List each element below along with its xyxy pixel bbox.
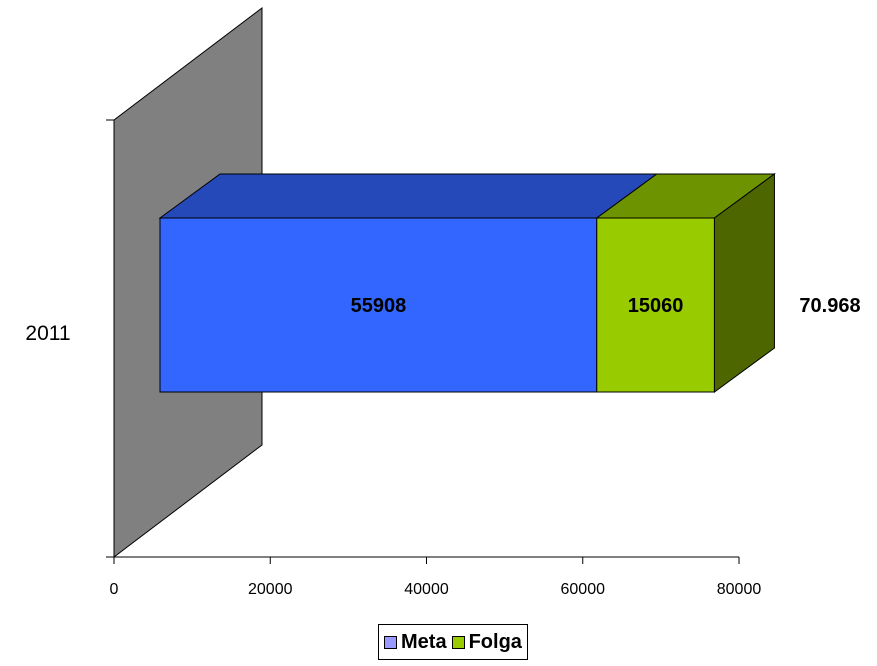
x-tick-label: 80000	[717, 581, 762, 598]
x-tick-label: 0	[110, 581, 119, 598]
x-tick-label: 20000	[248, 581, 293, 598]
legend-swatch-meta	[384, 635, 397, 649]
total-label: 70.968	[799, 295, 860, 317]
x-axis-ticks: 0 20000 40000 60000 80000	[110, 557, 762, 598]
bar-meta	[159, 217, 598, 393]
label-group: 55908 15060	[351, 295, 684, 317]
legend-swatch-folga	[451, 635, 465, 649]
data-label-meta: 55908	[351, 295, 407, 317]
bar-group	[158, 173, 776, 393]
legend-label-meta: Meta	[401, 630, 447, 653]
chart-legend: Meta Folga	[378, 624, 528, 660]
x-tick-label: 40000	[404, 581, 449, 598]
bar-folga	[596, 217, 715, 393]
legend-item-folga: Folga	[451, 630, 522, 654]
legend-item-meta: Meta	[384, 631, 447, 654]
data-label-folga: 15060	[628, 295, 684, 317]
legend-label-folga: Folga	[468, 630, 522, 653]
bar-side-folga	[713, 173, 775, 393]
category-label: 2011	[25, 322, 70, 345]
x-tick-label: 60000	[561, 581, 606, 598]
bar-top-meta	[158, 173, 659, 219]
